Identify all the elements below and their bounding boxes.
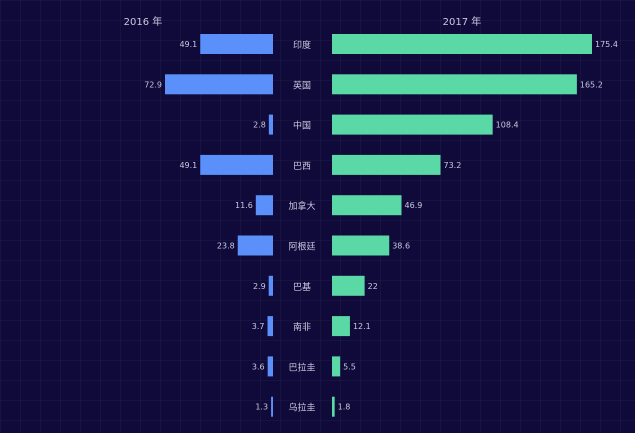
bar-2016 xyxy=(165,74,273,95)
chart-rows: 49.1 印度 175.4 72.9 英国 165.2 2.8 中国 108.4 49.1 巴西 73… xyxy=(144,34,618,417)
value-label-2016: 1.3 xyxy=(255,403,268,412)
chart-row: 11.6 加拿大 46.9 xyxy=(235,195,423,216)
chart-row: 49.1 印度 175.4 xyxy=(179,34,618,54)
value-label-2017: 12.1 xyxy=(353,322,371,331)
bar-2017 xyxy=(332,34,592,54)
category-label: 南非 xyxy=(293,321,311,333)
value-label-2017: 175.4 xyxy=(595,40,618,49)
chart-row: 49.1 巴西 73.2 xyxy=(179,154,462,175)
value-label-2017: 5.5 xyxy=(343,362,356,371)
chart-row: 2.9 巴基 22 xyxy=(253,275,378,296)
bar-2016 xyxy=(267,316,273,337)
bar-2017 xyxy=(332,195,402,216)
bar-2016 xyxy=(200,34,273,54)
value-label-2017: 165.2 xyxy=(580,80,603,89)
category-label: 阿根廷 xyxy=(288,241,315,253)
bar-2016 xyxy=(271,396,273,417)
bar-2016 xyxy=(237,235,273,256)
value-label-2016: 11.6 xyxy=(235,201,253,210)
chart-row: 1.3 乌拉圭 1.8 xyxy=(255,396,351,417)
bar-2017 xyxy=(332,396,335,417)
category-label: 印度 xyxy=(293,39,311,51)
chart-row: 72.9 英国 165.2 xyxy=(144,74,603,95)
category-label: 巴西 xyxy=(293,161,311,172)
chart-row: 23.8 阿根廷 38.6 xyxy=(217,235,410,256)
value-label-2017: 1.8 xyxy=(338,403,351,412)
value-label-2016: 2.9 xyxy=(253,282,266,291)
category-label: 巴基 xyxy=(293,281,311,293)
value-label-2017: 38.6 xyxy=(392,242,410,251)
value-label-2016: 2.8 xyxy=(253,121,266,130)
value-label-2017: 73.2 xyxy=(444,161,462,170)
value-label-2016: 72.9 xyxy=(144,80,162,89)
category-label: 乌拉圭 xyxy=(288,402,315,414)
value-label-2016: 3.7 xyxy=(252,322,265,331)
bar-2016 xyxy=(200,154,273,175)
bar-2016 xyxy=(267,356,273,377)
bar-2017 xyxy=(332,114,493,135)
category-label: 中国 xyxy=(293,120,311,132)
bar-2016 xyxy=(255,195,273,216)
bar-2017 xyxy=(332,74,577,95)
value-label-2016: 3.6 xyxy=(252,362,265,371)
category-label: 巴拉圭 xyxy=(288,361,315,373)
chart-row: 3.7 南非 12.1 xyxy=(252,316,371,337)
bar-2017 xyxy=(332,154,441,175)
value-label-2017: 108.4 xyxy=(496,121,519,130)
chart-row: 2.8 中国 108.4 xyxy=(253,114,519,135)
category-label: 英国 xyxy=(293,79,311,91)
right-series-title: 2017 年 xyxy=(443,15,482,28)
value-label-2017: 22 xyxy=(368,282,378,291)
value-label-2016: 49.1 xyxy=(179,161,197,170)
bar-2017 xyxy=(332,235,390,256)
value-label-2016: 49.1 xyxy=(179,40,197,49)
bar-2016 xyxy=(268,114,273,135)
bar-2017 xyxy=(332,275,365,296)
bar-2017 xyxy=(332,316,350,337)
left-series-title: 2016 年 xyxy=(124,15,163,28)
category-label: 加拿大 xyxy=(288,200,315,212)
value-label-2016: 23.8 xyxy=(217,242,235,251)
bar-2017 xyxy=(332,356,341,377)
value-label-2017: 46.9 xyxy=(405,201,423,210)
bar-2016 xyxy=(268,275,273,296)
chart-row: 3.6 巴拉圭 5.5 xyxy=(252,356,356,377)
